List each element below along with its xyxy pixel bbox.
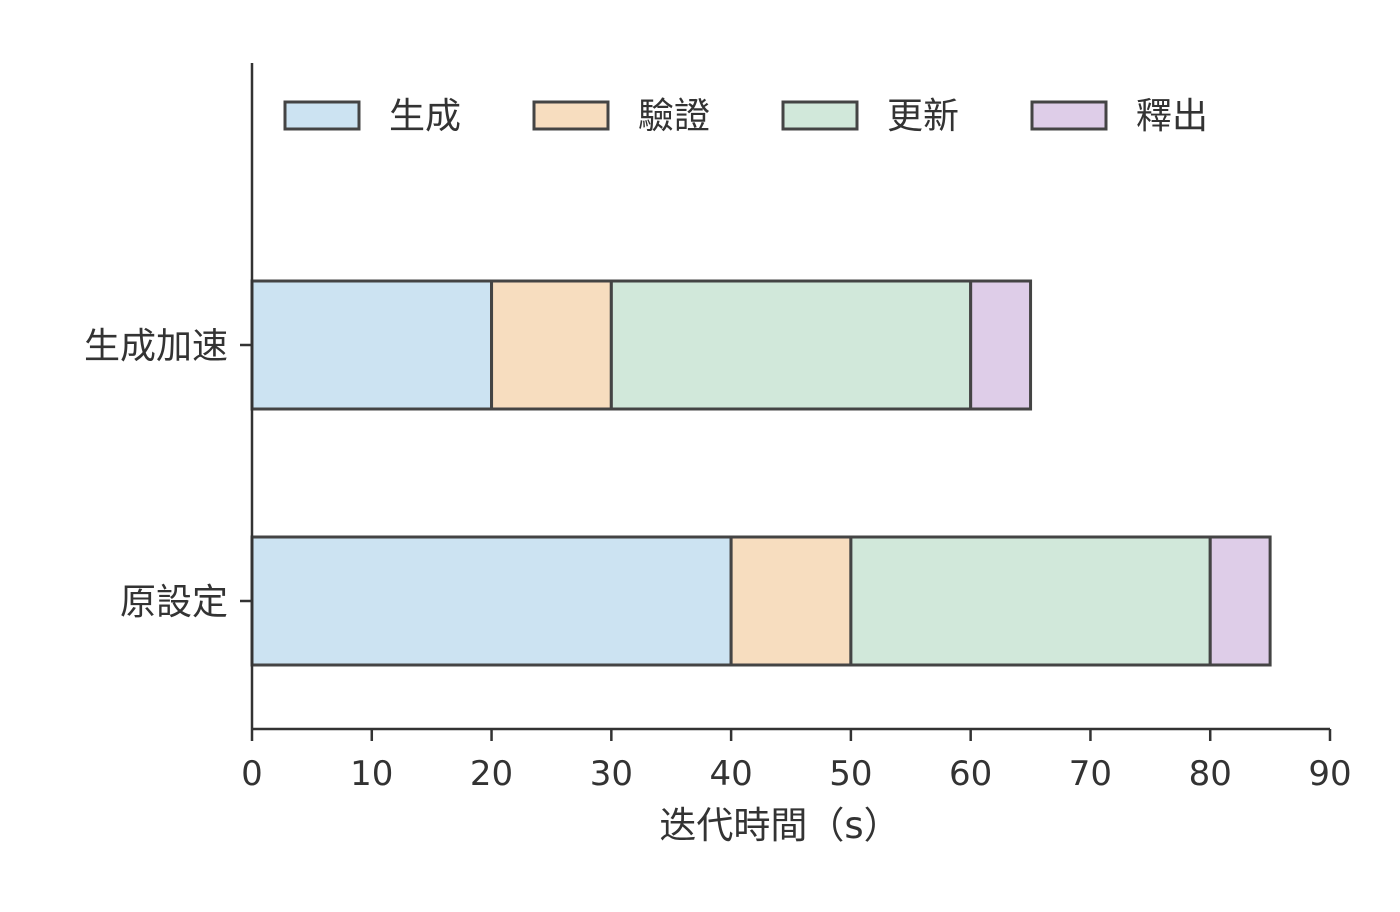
legend: 生成 驗證 更新 釋出 <box>283 96 1208 137</box>
x-tick-label-0: 0 <box>241 754 263 794</box>
bar-segment-0-2 <box>609 279 973 411</box>
legend-swatch-2 <box>781 100 859 131</box>
bar-segment-0-1 <box>490 279 613 411</box>
bar-segment-1-1 <box>729 535 853 667</box>
x-axis-label: 迭代時間（s） <box>659 804 900 847</box>
x-tick-label-3: 30 <box>590 754 633 794</box>
legend-label-2: 更新 <box>887 96 959 137</box>
bar-segment-1-2 <box>849 535 1212 667</box>
x-tick-label-1: 10 <box>350 754 393 794</box>
x-tick-label-7: 70 <box>1069 754 1112 794</box>
bars <box>250 279 1272 667</box>
x-tick-label-2: 20 <box>470 754 513 794</box>
legend-swatch-1 <box>532 100 610 131</box>
bar-segment-1-0 <box>250 535 733 667</box>
legend-swatch-0 <box>283 100 361 131</box>
x-tick-label-4: 40 <box>709 754 752 794</box>
x-tick-label-5: 50 <box>829 754 872 794</box>
legend-swatch-3 <box>1030 100 1108 131</box>
legend-label-0: 生成 <box>389 96 461 137</box>
x-tick-label-9: 90 <box>1308 754 1351 794</box>
bar-segment-0-0 <box>250 279 494 411</box>
y-tick-label-0: 生成加速 <box>84 326 228 367</box>
legend-label-3: 釋出 <box>1136 96 1208 137</box>
x-tick-label-6: 60 <box>949 754 992 794</box>
bar-segment-0-3 <box>969 279 1033 411</box>
y-tick-label-1: 原設定 <box>120 582 228 623</box>
x-tick-label-8: 80 <box>1189 754 1232 794</box>
bar-segment-1-3 <box>1208 535 1272 667</box>
legend-label-1: 驗證 <box>638 96 710 137</box>
